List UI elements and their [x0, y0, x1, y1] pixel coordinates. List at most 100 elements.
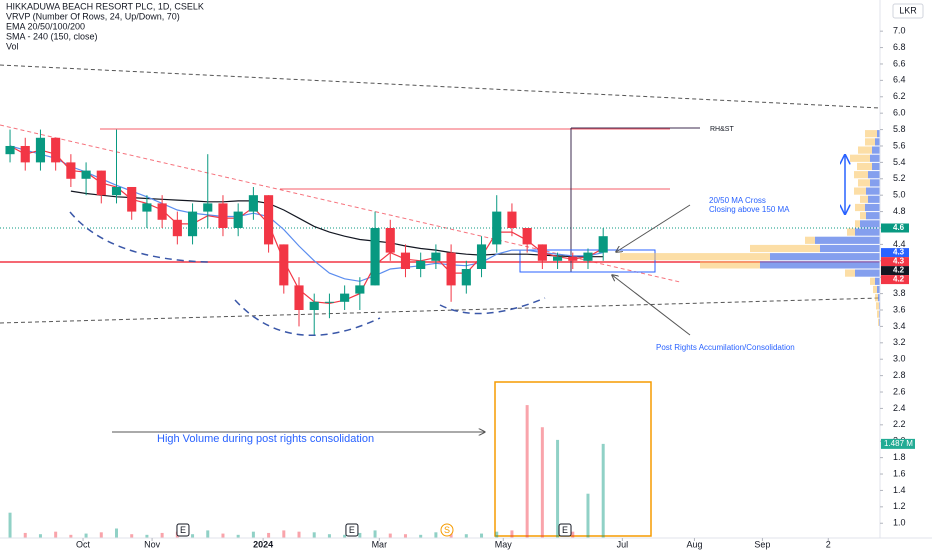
vrvp-down — [750, 244, 820, 253]
candle-body — [522, 227, 532, 245]
cup-arc — [234, 299, 381, 337]
vrvp-down — [873, 285, 877, 294]
event-label: E — [180, 525, 186, 535]
vrvp-down — [805, 236, 815, 244]
candle-body — [507, 211, 517, 228]
vrvp-down — [850, 154, 870, 162]
candle-body — [187, 211, 198, 237]
y-tick-label: 7.0 — [893, 26, 906, 36]
volume-bar — [8, 512, 12, 538]
candle-body — [96, 170, 106, 196]
candle-body — [553, 256, 563, 261]
candle-body — [340, 293, 350, 302]
volume-bar — [236, 534, 240, 538]
vrvp-down — [875, 294, 878, 302]
volume-bar — [115, 528, 119, 538]
event-label: E — [349, 525, 355, 535]
volume-badge — [881, 438, 915, 449]
candle-body — [172, 219, 182, 237]
vrvp-up — [866, 187, 880, 195]
vrvp-up — [875, 138, 880, 146]
vrvp-up — [875, 277, 880, 285]
volume-bar — [23, 532, 27, 538]
price-badge — [881, 275, 909, 285]
x-tick-label: Mar — [372, 539, 388, 549]
currency[interactable]: LKR — [899, 5, 917, 15]
ma-line — [9, 145, 604, 282]
vrvp-down — [858, 146, 872, 154]
candle-body — [476, 244, 487, 269]
vrvp-down — [620, 253, 770, 261]
indicator-label: VRVP (Number Of Rows, 24, Up/Down, 70) — [6, 11, 180, 21]
volume-bar — [571, 531, 575, 538]
arrow — [612, 275, 691, 336]
candle-body — [218, 203, 228, 228]
y-tick-label: 2.4 — [893, 403, 906, 413]
candle-body — [157, 203, 167, 220]
volume-bar — [540, 427, 544, 538]
event-label: S — [444, 525, 450, 535]
vrvp-up — [877, 285, 880, 294]
x-tick-label: Oct — [76, 539, 91, 549]
event-label: E — [562, 525, 568, 535]
y-tick-label: 2.6 — [893, 386, 906, 396]
vrvp-down — [860, 195, 868, 203]
vrvp-down — [855, 220, 860, 228]
volume-bar — [403, 534, 407, 538]
y-tick-label: 3.6 — [893, 304, 906, 314]
vrvp-up — [878, 294, 880, 302]
vrvp-down — [877, 310, 879, 318]
y-tick-label: 3.8 — [893, 288, 906, 298]
volume-bar — [388, 533, 392, 538]
vrvp-up — [870, 179, 880, 187]
volume-bar — [84, 533, 88, 538]
volume-bar — [312, 532, 316, 538]
y-tick-label: 3.4 — [893, 321, 906, 331]
ma-line — [9, 145, 604, 305]
currency-box[interactable] — [892, 3, 924, 19]
vrvp-down — [845, 269, 855, 277]
y-tick-label: 6.8 — [893, 42, 906, 52]
indicator-label: EMA 20/50/100/200 — [6, 21, 85, 31]
x-tick-label: Jul — [617, 539, 629, 549]
plot — [0, 64, 880, 538]
vrvp-up — [872, 146, 880, 154]
vrvp-down — [858, 179, 870, 187]
event-marker — [176, 523, 190, 537]
candle-body — [66, 162, 76, 179]
candle-body — [279, 244, 289, 286]
volume-bar — [130, 534, 134, 538]
y-tick-label: 2.2 — [893, 419, 906, 429]
y-tick-label: 5.0 — [893, 190, 906, 200]
y-tick-label: 1.0 — [893, 518, 906, 528]
candle-body — [264, 195, 274, 245]
vrvp-up — [877, 130, 880, 138]
volume-bar — [556, 439, 560, 538]
volume-bar — [601, 443, 605, 538]
vrvp-down — [865, 130, 877, 138]
annotation: Post Rights Accumilation/Consolidation — [656, 343, 795, 352]
volume-bar — [297, 531, 301, 538]
y-tick-label: 5.4 — [893, 157, 906, 167]
y-tick-label: 6.2 — [893, 91, 906, 101]
y-tick-label: 5.2 — [893, 173, 906, 183]
vrvp-up — [820, 244, 880, 253]
y-tick-label: 3.2 — [893, 337, 906, 347]
y-tick-label: 1.4 — [893, 485, 906, 495]
volume-bar — [251, 531, 255, 538]
cup-arc — [69, 211, 211, 263]
x-tick-label: Sep — [754, 539, 770, 549]
y-tick-label: 5.8 — [893, 124, 906, 134]
price-badge-label: 4.3 — [893, 257, 905, 266]
x-tick-label: May — [495, 539, 513, 549]
trend-line — [0, 64, 880, 109]
arrow — [616, 204, 691, 252]
event-marker — [440, 523, 454, 537]
event-marker — [345, 523, 359, 537]
candle-body — [355, 285, 365, 294]
volume-bar — [327, 534, 331, 538]
y-tick-label: 6.4 — [893, 75, 906, 85]
volume-bar — [54, 531, 58, 538]
